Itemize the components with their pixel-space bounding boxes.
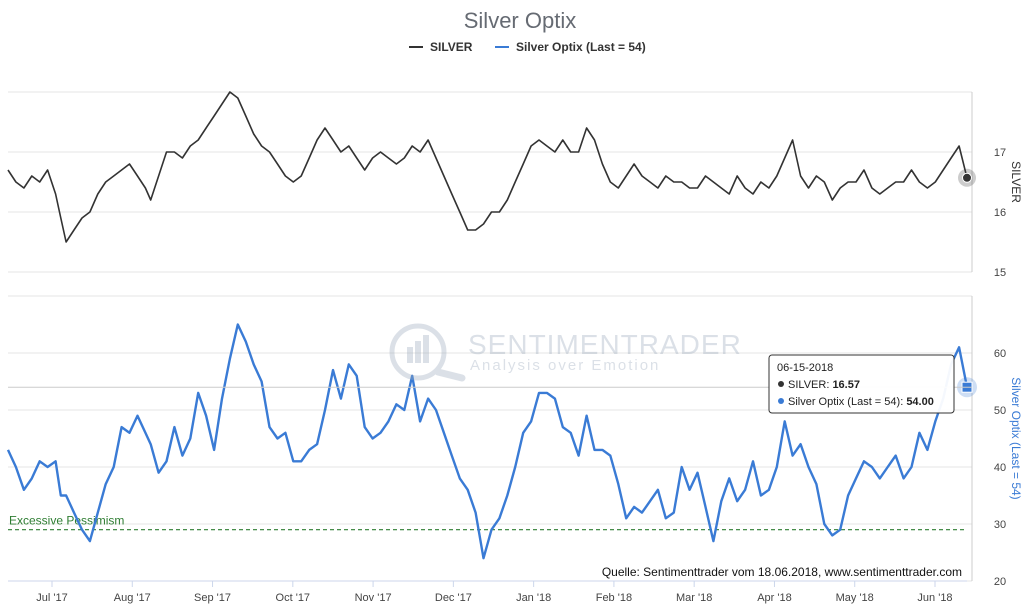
- x-tick-label: Sep '17: [194, 592, 231, 604]
- y-tick-label: 17: [994, 147, 1006, 159]
- tooltip-date: 06-15-2018: [777, 362, 833, 374]
- watermark: SENTIMENTRADER Analysis over Emotion: [389, 323, 742, 382]
- x-tick-label: Aug '17: [114, 592, 151, 604]
- watermark-brand: SENTIMENTRADER: [468, 329, 742, 360]
- y-tick-label: 50: [994, 405, 1006, 417]
- sentimentrader-logo-icon: [389, 323, 466, 382]
- tooltip-row-optix: Silver Optix (Last = 54): 54.00: [788, 396, 934, 408]
- y-tick-label: 20: [994, 576, 1006, 588]
- legend: SILVER Silver Optix (Last = 54): [409, 40, 646, 54]
- x-tick-label: Jun '18: [917, 592, 952, 604]
- silver-series-line: [7, 91, 968, 243]
- tooltip-optix-value: 54.00: [906, 396, 934, 408]
- legend-item-optix[interactable]: Silver Optix (Last = 54): [495, 40, 646, 54]
- x-tick-label: Dec '17: [435, 592, 472, 604]
- source-credit: Quelle: Sentimenttrader vom 18.06.2018, …: [602, 565, 962, 579]
- chart-title: Silver Optix: [464, 8, 576, 33]
- y-tick-label: 16: [994, 207, 1006, 219]
- x-tick-label: Jan '18: [516, 592, 551, 604]
- reference-line-label: Excessive Pessimism: [9, 514, 124, 528]
- x-tick-label: Oct '17: [276, 592, 311, 604]
- tooltip-box: [768, 354, 955, 414]
- tooltip-dot-silver: [778, 381, 784, 387]
- legend-item-silver[interactable]: SILVER: [409, 40, 473, 54]
- optix-series-line: [6, 323, 969, 560]
- tooltip-optix-name: Silver Optix (Last = 54): [788, 396, 900, 408]
- y-tick-label: 30: [994, 519, 1006, 531]
- watermark-tagline: Analysis over Emotion: [470, 357, 660, 374]
- x-tick-label: Mar '18: [676, 592, 712, 604]
- y-axis-title: Silver Optix (Last = 54): [1009, 377, 1023, 499]
- tooltip: 06-15-2018 SILVER: 16.57 Silver Optix (L…: [768, 354, 955, 414]
- silver-last-point[interactable]: [962, 172, 972, 183]
- legend-label-silver: SILVER: [430, 40, 473, 54]
- x-tick-label: May '18: [836, 592, 874, 604]
- tooltip-row-silver: SILVER: 16.57: [788, 379, 860, 391]
- y-tick-label: 60: [994, 348, 1006, 360]
- x-axis: Jul '17 Aug '17 Sep '17 Oct '17 Nov '17 Dec '…: [8, 580, 967, 604]
- y-tick-label: 15: [994, 267, 1006, 279]
- y-tick-label: 40: [994, 462, 1006, 474]
- x-tick-label: Nov '17: [355, 592, 392, 604]
- tooltip-silver-value: 16.57: [832, 379, 860, 391]
- x-tick-label: Jul '17: [36, 592, 67, 604]
- tooltip-dot-optix: [778, 398, 784, 404]
- x-tick-label: Apr '18: [757, 592, 792, 604]
- tooltip-silver-name: SILVER: [788, 379, 826, 391]
- x-tick-label: Feb '18: [596, 592, 632, 604]
- y-axis-title: SILVER: [1009, 161, 1023, 203]
- legend-label-optix: Silver Optix (Last = 54): [516, 40, 646, 54]
